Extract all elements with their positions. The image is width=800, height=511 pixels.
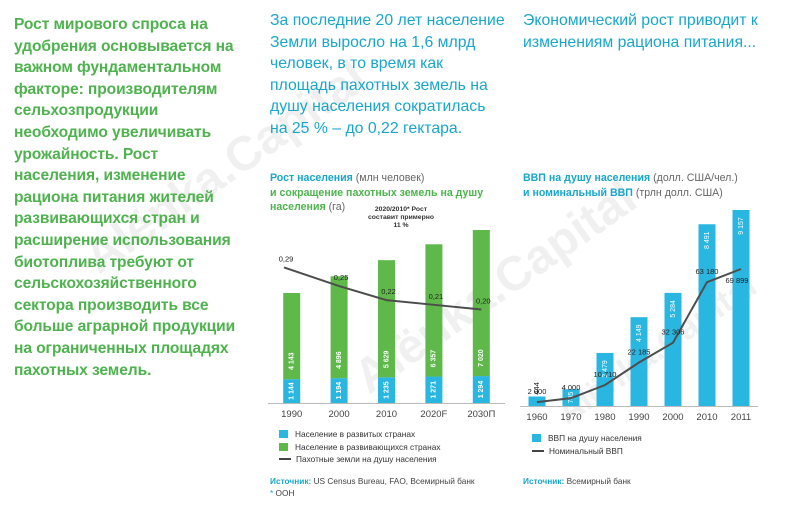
series-line-nominal-gdp: [536, 268, 742, 404]
gdp-legend: ВВП на душу населения Номинальный ВВП: [532, 432, 642, 457]
series-line-arable: [283, 266, 482, 311]
bar-developing: [330, 276, 348, 379]
bar-developing: [378, 260, 395, 378]
subtitle-unit2: (га): [328, 201, 346, 213]
x-tick-label: 1990: [628, 412, 649, 423]
source-label: Источник:: [270, 476, 312, 486]
bar-gdp-per-capita: [698, 224, 716, 406]
bar-value-label: 4 149: [636, 324, 643, 342]
bar-label-developing: 4 143: [289, 352, 296, 370]
legend-item: Номинальный ВВП: [532, 445, 642, 458]
line-value-label: 0,20: [476, 296, 491, 305]
footnote-mark: *: [270, 488, 274, 498]
legend-line: [532, 449, 544, 452]
line-value-label: 0,21: [429, 292, 444, 301]
line-value-label: 0,22: [381, 287, 396, 296]
gdp-source: Источник: Всемирный банк: [523, 475, 631, 487]
legend-swatch-blue: [532, 434, 541, 443]
population-source: Источник: US Census Bureau, FAO, Всемирн…: [270, 475, 475, 499]
bar-developed: [472, 376, 490, 403]
line-value-label: 4 000: [562, 383, 581, 392]
x-tick-label: 2011: [731, 412, 751, 423]
x-tick-label: 1970: [560, 412, 581, 423]
x-tick-label: 1960: [526, 412, 547, 423]
subtitle-unit2: (трлн долл. США): [635, 186, 723, 199]
subtitle-unit1: (млн человек): [355, 172, 425, 184]
line-value-label: 0,29: [279, 254, 294, 263]
x-tick-label: 2020F: [420, 409, 447, 420]
population-chart-subtitle: Рост населения (млн человек) и сокращени…: [270, 171, 510, 215]
legend-line: [279, 458, 291, 461]
gdp-chart-subtitle: ВВП на душу населения (долл. США/чел.) и…: [523, 171, 783, 200]
bar-developed: [283, 379, 301, 403]
bar-developing: [472, 230, 490, 377]
x-tick-label: 2000: [662, 412, 683, 423]
legend-swatch-blue: [279, 430, 288, 439]
subtitle-part2: и сокращение пахотных земель на душу нас…: [270, 186, 484, 214]
source-text: Всемирный банк: [566, 476, 631, 486]
bar-value-label: 5 284: [670, 300, 677, 318]
bar-gdp-per-capita: [732, 210, 750, 406]
footnote-text: ООН: [275, 488, 295, 498]
bar-developed: [378, 377, 395, 403]
legend-label: Население в развитых странах: [295, 429, 416, 440]
bar-value-label: 9 157: [738, 217, 745, 235]
population-legend: Население в развитых странах Население в…: [279, 428, 441, 466]
bar-label-developing: 5 629: [383, 350, 390, 368]
line-value-label: 0,25: [334, 273, 349, 282]
x-tick-label: 1980: [594, 412, 615, 423]
bar-label-developed: 1 144: [289, 382, 296, 400]
left-text-block: Рост мирового спроса на удобрения основы…: [14, 14, 239, 381]
x-tick-label: 2000: [329, 409, 350, 420]
bar-value-label: 2 479: [602, 360, 609, 378]
legend-swatch-green: [279, 442, 288, 451]
legend-item: Пахотные земли на душу населения: [279, 453, 441, 466]
bar-value-label: 8 491: [704, 231, 711, 249]
bar-developed: [330, 378, 348, 403]
x-tick-label: 2010: [696, 412, 717, 423]
bar-value-label: 444: [532, 382, 541, 395]
legend-item: ВВП на душу населения: [532, 432, 642, 445]
subtitle-part1: ВВП на душу населения: [523, 172, 651, 184]
bar-label-developing: 6 357: [431, 350, 438, 368]
legend-label: Население в развивающихся странах: [295, 441, 441, 452]
legend-label: Номинальный ВВП: [549, 445, 623, 456]
bar-developed: [425, 376, 443, 403]
line-value-label: 69 899: [726, 276, 749, 285]
x-tick-label: 2010: [376, 409, 397, 420]
bar-label-developed: 1 271: [431, 381, 438, 399]
left-paragraph: Рост мирового спроса на удобрения основы…: [14, 16, 236, 379]
subtitle-part1: Рост населения: [270, 172, 353, 184]
line-value-label: 32 306: [662, 328, 685, 337]
population-heading: За последние 20 лет население Земли выро…: [270, 12, 505, 137]
line-value-label: 22 185: [628, 348, 651, 357]
bar-gdp-per-capita: [664, 292, 682, 406]
bar-developing: [283, 292, 301, 380]
legend-label: Пахотные земли на душу населения: [296, 454, 437, 465]
bar-label-developed: 1 235: [383, 381, 390, 399]
economic-heading: Экономический рост приводит к изменениям…: [523, 12, 758, 51]
growth-note: 2020/2010* Рост составит примерно 11 %: [368, 206, 434, 229]
bar-gdp-per-capita: [596, 352, 614, 406]
line-value-label: 10 710: [594, 370, 617, 379]
line-value-label: 63 180: [696, 267, 719, 276]
x-tick-label: 1990: [281, 409, 302, 420]
legend-label: ВВП на душу населения: [548, 433, 642, 444]
bar-label-developing: 4 896: [336, 351, 343, 369]
source-text: US Census Bureau, FAO, Всемирный банк: [313, 476, 475, 486]
legend-item: Население в развитых странах: [279, 428, 441, 441]
bar-label-developed: 1 294: [478, 381, 485, 399]
line-value-label: 2 000: [528, 387, 547, 396]
subtitle-unit1: (долл. США/чел.): [653, 172, 738, 184]
x-tick-label: 2030П: [467, 409, 495, 420]
subtitle-part2: и номинальный ВВП: [523, 186, 633, 199]
bar-developing: [425, 244, 443, 377]
bar-label-developing: 7 020: [478, 349, 485, 367]
legend-item: Население в развивающихся странах: [279, 441, 441, 454]
source-label: Источник:: [523, 476, 565, 486]
bar-label-developed: 1 194: [336, 382, 343, 400]
